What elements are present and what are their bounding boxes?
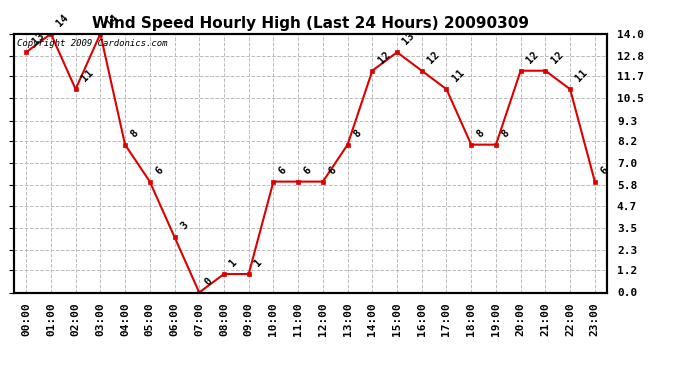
- Text: 11: 11: [450, 68, 466, 84]
- Title: Wind Speed Hourly High (Last 24 Hours) 20090309: Wind Speed Hourly High (Last 24 Hours) 2…: [92, 16, 529, 31]
- Text: 12: 12: [549, 49, 565, 65]
- Text: 8: 8: [475, 128, 486, 139]
- Text: 6: 6: [598, 165, 610, 176]
- Text: 12: 12: [376, 49, 392, 65]
- Text: 8: 8: [129, 128, 140, 139]
- Text: 11: 11: [79, 68, 95, 84]
- Text: 1: 1: [253, 257, 264, 268]
- Text: 6: 6: [326, 165, 338, 176]
- Text: 0: 0: [203, 276, 215, 287]
- Text: 6: 6: [153, 165, 165, 176]
- Text: 14: 14: [104, 12, 120, 28]
- Text: 13: 13: [30, 31, 46, 47]
- Text: 12: 12: [426, 49, 442, 65]
- Text: 13: 13: [401, 31, 417, 47]
- Text: 3: 3: [178, 220, 190, 231]
- Text: 8: 8: [500, 128, 511, 139]
- Text: 8: 8: [351, 128, 363, 139]
- Text: 6: 6: [277, 165, 288, 176]
- Text: 12: 12: [524, 49, 540, 65]
- Text: 11: 11: [574, 68, 590, 84]
- Text: 14: 14: [55, 12, 70, 28]
- Text: Copyright 2009 Cardonics.com: Copyright 2009 Cardonics.com: [17, 39, 167, 48]
- Text: 6: 6: [302, 165, 313, 176]
- Text: 1: 1: [228, 257, 239, 268]
